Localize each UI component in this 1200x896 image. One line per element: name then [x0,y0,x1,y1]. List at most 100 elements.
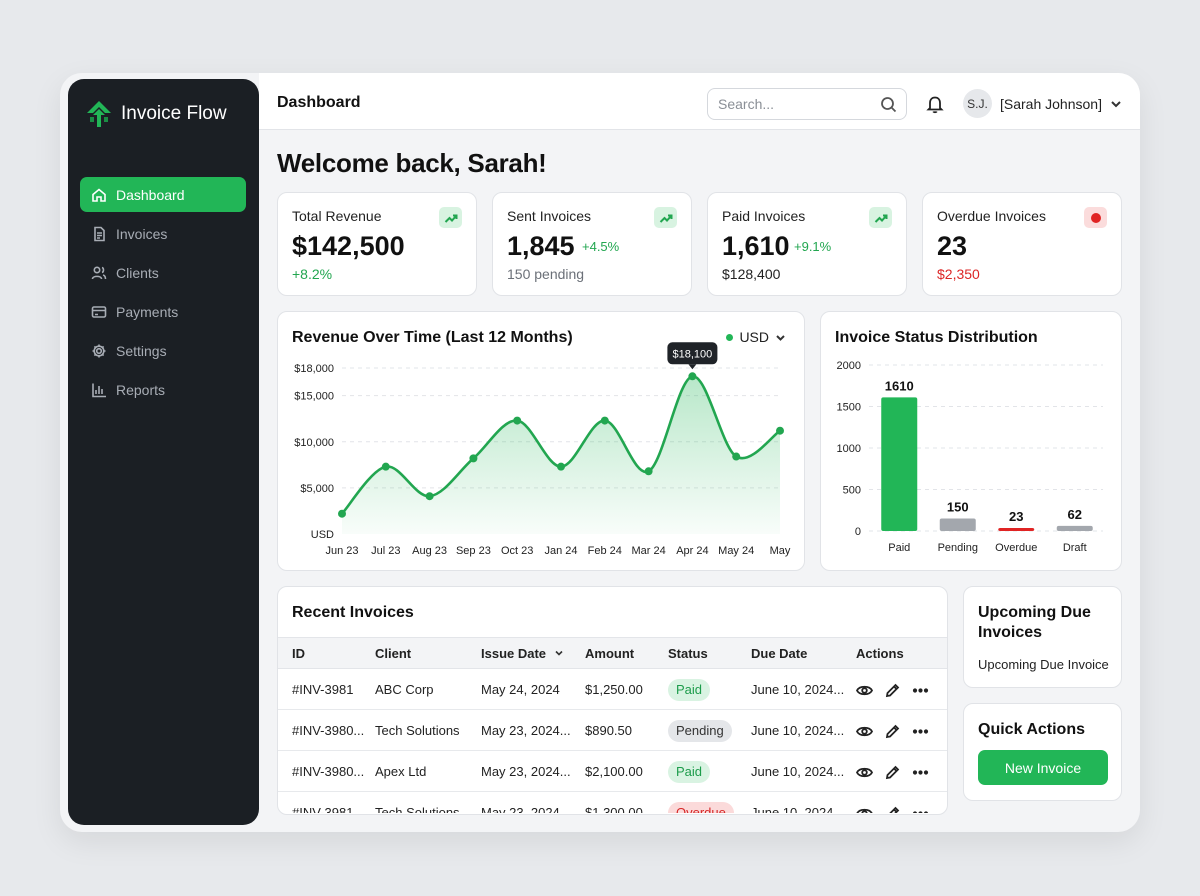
y-tick-label: 500 [843,485,861,497]
cell-amount: $890.50 [585,723,632,738]
upcoming-item[interactable]: Upcoming Due Invoice [978,657,1109,672]
col-header-actions: Actions [856,646,904,661]
upcoming-due-card: Upcoming Due Invoices Upcoming Due Invoi… [963,586,1122,688]
col-header-status[interactable]: Status [668,646,708,661]
data-point [600,416,609,425]
trend-up-icon [659,214,672,223]
tooltip-label: $18,100 [673,348,713,360]
avatar[interactable]: S.J. [963,89,992,118]
chevron-down-icon [555,650,563,656]
cell-client: Tech Solutions [375,805,460,813]
sidebar-item-dashboard[interactable]: Dashboard [80,177,246,212]
y-tick-label: $10,000 [294,437,334,449]
chevron-down-icon[interactable] [1110,98,1122,110]
currency-select[interactable]: USD [726,329,786,345]
sidebar-item-payments[interactable]: Payments [80,294,246,329]
y-tick-label: $5,000 [300,483,334,495]
more-icon[interactable] [912,723,929,740]
status-chart-card: Invoice Status Distribution 2000 1500 1000… [820,311,1122,571]
cell-issue-date: May 23, 2024 [481,805,560,813]
status-badge: Pending [668,720,732,742]
search-input[interactable] [708,89,868,119]
table-row[interactable]: #INV-3980... Tech Solutions May 23, 2024… [278,710,947,751]
welcome-heading: Welcome back, Sarah! [277,148,547,178]
sidebar-item-invoices[interactable]: Invoices [80,216,246,251]
pencil-icon[interactable] [884,723,901,740]
cell-amount: $1,250.00 [585,682,643,697]
eye-icon[interactable] [856,723,873,740]
home-icon [92,187,106,202]
row-actions [856,682,929,699]
x-tick-label: Draft [1063,542,1087,554]
col-header-issue-date[interactable]: Issue Date [481,638,564,669]
app-name: Invoice Flow [121,103,227,124]
status-badge: Paid [668,679,711,701]
revenue-area [342,376,780,534]
more-icon[interactable] [912,682,929,699]
trend-up-badge [439,207,462,228]
bell-icon [926,96,944,114]
col-header-label: Issue Date [481,646,547,661]
trend-up-badge [869,207,892,228]
table-row[interactable]: #INV-3981 Tech Solutions May 23, 2024 $1… [278,792,947,813]
x-tick-label: Paid [888,542,910,554]
x-tick-label: Jun 23 [325,545,358,557]
col-header-amount[interactable]: Amount [585,646,635,661]
new-invoice-button[interactable]: New Invoice [978,750,1108,785]
kpi-value: 1,845 [507,231,575,261]
cell-id: #INV-3981 [292,682,354,697]
brand[interactable]: Invoice Flow [85,99,227,129]
pencil-icon[interactable] [884,764,901,781]
recent-invoices-card: Recent Invoices ID Client Issue Date Amo… [277,586,948,815]
chart-title: Revenue Over Time (Last 12 Months) [292,329,573,346]
search-box [707,88,907,120]
quick-actions-title: Quick Actions [978,721,1085,738]
eye-icon[interactable] [856,764,873,781]
kpi-value: 23 [937,231,968,261]
col-header-client[interactable]: Client [375,646,412,661]
bar-value-label: 62 [1068,507,1082,522]
kpi-sub: $2,350 [937,266,980,282]
more-icon[interactable] [912,764,929,781]
sidebar-item-settings[interactable]: Settings [80,333,246,368]
sidebar-item-reports[interactable]: Reports [80,372,246,407]
row-actions [856,764,929,781]
search-icon[interactable] [880,96,897,113]
data-point [688,372,697,381]
table-row[interactable]: #INV-3980... Apex Ltd May 23, 2024... $2… [278,751,947,792]
sidebar-nav: Dashboard Invoices Clients Payments Sett… [80,177,246,411]
cell-client: ABC Corp [375,682,434,697]
sidebar-item-label: Dashboard [116,186,185,203]
pencil-icon[interactable] [884,682,901,699]
kpi-paid-invoices: Paid Invoices 1,610 +9.1% $128,400 [707,192,907,296]
eye-icon[interactable] [856,805,873,813]
tooltip-pointer [688,364,697,370]
kpi-value: $142,500 [292,231,405,261]
gear-icon [92,344,106,357]
user-name[interactable]: [Sarah Johnson] [1000,96,1102,112]
cell-due-date: June 10, 2024... [751,682,845,697]
col-header-due-date[interactable]: Due Date [751,646,808,661]
eye-icon[interactable] [856,682,873,699]
cell-id: #INV-3980... [292,723,365,738]
kpi-total-revenue: Total Revenue $142,500 +8.2% [277,192,477,296]
notifications-button[interactable] [925,94,945,114]
table-row[interactable]: #INV-3981 ABC Corp May 24, 2024 $1,250.0… [278,669,947,710]
pencil-icon[interactable] [884,805,901,813]
app-window: Invoice Flow Dashboard Invoices Clients … [60,73,1140,832]
more-icon[interactable] [912,805,929,813]
users-icon [91,265,107,279]
bar [998,528,1035,531]
bar-chart-icon [92,383,106,397]
data-point [644,467,653,476]
kpi-overdue-invoices: Overdue Invoices 23 $2,350 [922,192,1122,296]
col-header-id[interactable]: ID [292,646,305,661]
cell-issue-date: May 23, 2024... [481,764,571,779]
bar-value-label: 1610 [885,378,914,393]
upcoming-title: Upcoming Due Invoices [978,604,1091,641]
sidebar-item-clients[interactable]: Clients [80,255,246,290]
sidebar-item-label: Reports [116,381,166,398]
revenue-chart: $18,000 $15,000 $10,000 $5,000 USD Jun 23 Jul … [294,342,791,557]
row-actions [856,805,929,813]
row-actions [856,723,929,740]
